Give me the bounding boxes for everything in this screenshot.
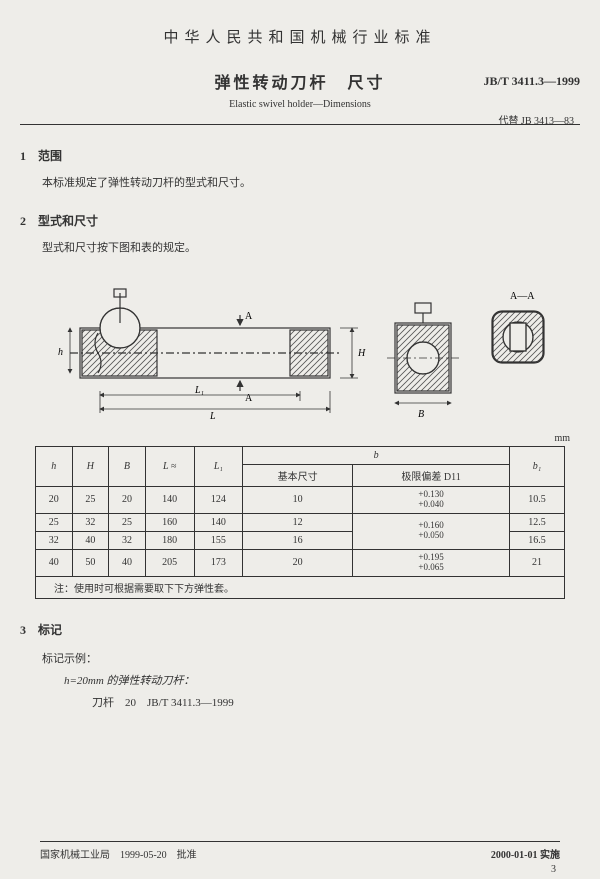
table-note: 注：使用时可根据需要取下下方弹性套。	[36, 576, 565, 598]
svg-text:L: L	[209, 411, 216, 422]
standard-code: JB/T 3411.3—1999	[484, 74, 580, 89]
col-b1: b₁	[510, 447, 565, 487]
section-1-heading: 1 范围	[20, 147, 580, 164]
table-unit: mm	[20, 433, 570, 444]
col-b-group: b	[243, 447, 510, 465]
svg-text:B: B	[418, 409, 424, 420]
table-row: 253225 16014012 +0.160+0.050 12.5	[36, 513, 565, 531]
col-H: H	[72, 447, 109, 487]
dimensions-table: h H B L ≈ L₁ b b₁ 基本尺寸 极限偏差 D11 202520 1…	[35, 446, 565, 599]
section-1-body: 本标准规定了弹性转动刀杆的型式和尺寸。	[42, 174, 580, 190]
col-La: L ≈	[145, 447, 194, 487]
standard-title-en: Elastic swivel holder—Dimensions	[20, 99, 580, 110]
standard-issuer: 中华人民共和国机械行业标准	[20, 26, 580, 47]
col-b-basic: 基本尺寸	[243, 465, 353, 487]
section-3-heading: 3 标记	[20, 621, 580, 638]
technical-drawing: A A H L₁ L h	[40, 273, 560, 423]
table-row: 405040 20517320 +0.195 +0.06521	[36, 549, 565, 576]
footer: 国家机械工业局 1999-05-20 批准 2000-01-01 实施	[40, 841, 560, 861]
col-h: h	[36, 447, 73, 487]
svg-text:h: h	[58, 347, 63, 358]
table-row: 202520 14012410 +0.130 +0.04010.5	[36, 487, 565, 514]
page-number: 3	[551, 864, 556, 875]
approval: 国家机械工业局 1999-05-20 批准	[40, 850, 197, 861]
effective-date: 2000-01-01 实施	[491, 846, 560, 861]
col-B: B	[109, 447, 146, 487]
svg-text:H: H	[357, 348, 366, 359]
header-rule	[20, 124, 580, 125]
section-2-body: 型式和尺寸按下图和表的规定。	[42, 239, 580, 255]
svg-text:A—A: A—A	[510, 291, 535, 302]
svg-text:A: A	[245, 311, 253, 322]
col-b-tol: 极限偏差 D11	[353, 465, 510, 487]
svg-text:L₁: L₁	[194, 385, 204, 396]
replaces: 代替 JB 3413—83	[498, 112, 574, 127]
section-2-heading: 2 型式和尺寸	[20, 212, 580, 229]
col-L1: L₁	[194, 447, 243, 487]
marking-example: 标记示例： h=20mm 的弹性转动刀杆： 刀杆 20 JB/T 3411.3—…	[42, 648, 580, 714]
